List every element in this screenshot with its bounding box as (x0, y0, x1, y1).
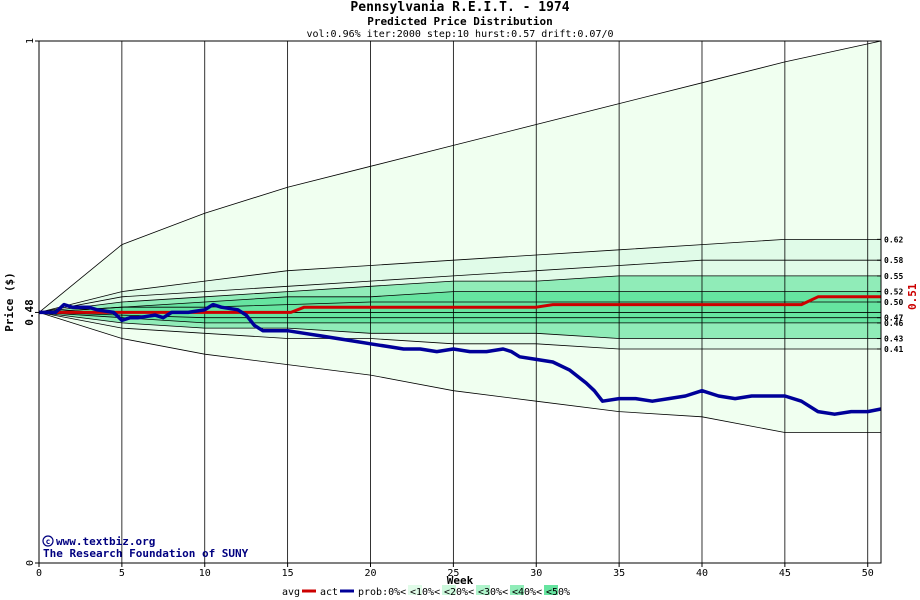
percentile-label: 0.58 (884, 256, 903, 265)
chart-title: Pennsylvania R.E.I.T. - 1974 (350, 0, 569, 15)
percentile-label: 0.50 (884, 298, 903, 307)
last-price-label: 0.51 (906, 283, 919, 310)
percentile-label: 0.41 (884, 345, 903, 354)
series-avg-line (39, 295, 881, 314)
credit-site: www.textbiz.org (56, 535, 155, 548)
percentile-label: 0.47 (884, 314, 903, 323)
x-axis-label: Week (447, 574, 474, 587)
price-series (39, 295, 882, 416)
legend-swatch-band_10 (408, 585, 422, 595)
legend-label-band_10: <10%< (410, 587, 440, 598)
y-axis-label: Price ($) (3, 272, 16, 332)
legend-label-band_20: <20%< (444, 587, 474, 598)
y-tick-label: 0 (25, 560, 36, 566)
y-axis-ticks: 0 0.48 1 (23, 38, 39, 566)
percentile-label: 0.55 (884, 272, 903, 281)
credit-organization: The Research Foundation of SUNY (43, 547, 249, 560)
x-tick-label: 30 (530, 568, 542, 579)
legend-swatch-band_30 (476, 585, 490, 595)
percentile-label: 0.62 (884, 235, 903, 244)
x-tick-label: 35 (613, 568, 625, 579)
legend: avg act prob:0%< <10%< <20%< <30%< <40%< <50% (282, 585, 570, 598)
x-tick-label: 5 (119, 568, 125, 579)
legend-label-act: act (320, 587, 338, 598)
legend-label-band_outer: prob:0%< (358, 587, 406, 598)
y-tick-label: 1 (25, 38, 36, 44)
chart-subtitle: Predicted Price Distribution (367, 15, 552, 28)
plot-area (38, 40, 882, 564)
x-tick-label: 25 (447, 568, 459, 579)
x-tick-label: 45 (779, 568, 791, 579)
legend-label-band_50: <50% (546, 587, 570, 598)
percentile-label: 0.43 (884, 335, 903, 344)
y-tick-label: 0.48 (23, 299, 36, 326)
x-tick-label: 15 (282, 568, 294, 579)
copyright-icon (42, 535, 54, 547)
x-tick-label: 20 (364, 568, 376, 579)
x-axis-ticks: 0 5 10 15 20 25 30 35 40 45 50 (36, 563, 874, 579)
x-tick-label: 40 (696, 568, 708, 579)
legend-swatch-band_50 (544, 585, 558, 595)
x-tick-label: 10 (199, 568, 211, 579)
percentile-labels: 0.62 0.58 0.55 0.520.50 0.470.46 0.430.41 (877, 235, 903, 354)
legend-label-band_40: <40%< (512, 587, 542, 598)
legend-swatch-band_20 (442, 585, 456, 595)
grid-lines (39, 41, 881, 563)
x-tick-label: 0 (36, 568, 42, 579)
legend-label-avg: avg (282, 587, 300, 598)
legend-swatch-band_40 (510, 585, 524, 595)
percentile-label: 0.46 (884, 319, 903, 328)
legend-label-band_30: <30%< (478, 587, 508, 598)
credit-block: c www.textbiz.org The Research Foundatio… (42, 535, 249, 560)
percentile-label: 0.52 (884, 288, 903, 297)
simulation-parameters: vol:0.96% iter:2000 step:10 hurst:0.57 d… (306, 29, 613, 40)
series-act-line (39, 302, 882, 416)
copyright-icon-glyph: c (46, 537, 51, 546)
x-tick-label: 50 (862, 568, 874, 579)
